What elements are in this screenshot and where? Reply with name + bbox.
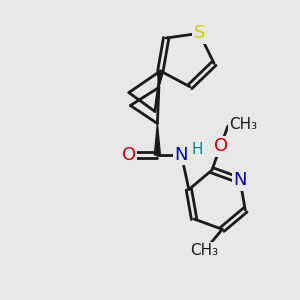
Text: O: O	[214, 137, 228, 155]
Text: CH₃: CH₃	[230, 117, 258, 132]
Polygon shape	[154, 124, 160, 155]
Text: H: H	[191, 142, 203, 157]
Text: N: N	[233, 172, 247, 190]
Polygon shape	[158, 71, 164, 88]
Text: O: O	[122, 146, 136, 164]
Text: S: S	[194, 24, 205, 42]
Text: N: N	[175, 146, 188, 164]
Text: CH₃: CH₃	[190, 243, 218, 258]
